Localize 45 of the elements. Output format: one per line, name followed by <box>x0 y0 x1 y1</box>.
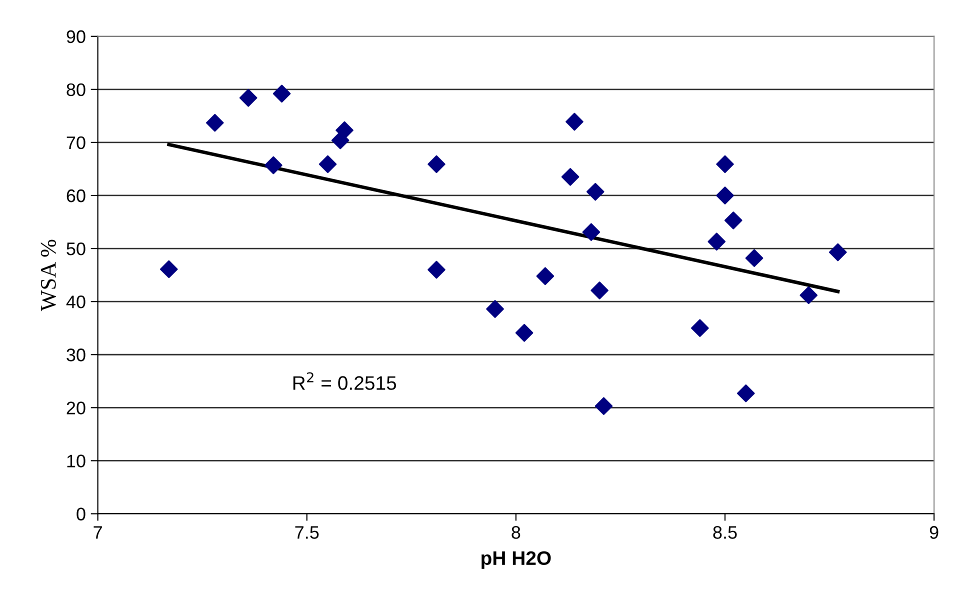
point <box>318 155 337 174</box>
point <box>160 260 178 278</box>
point <box>272 84 291 103</box>
point <box>716 155 734 174</box>
point <box>336 121 354 140</box>
y-tick-label: 70 <box>66 136 86 150</box>
point <box>206 114 224 132</box>
annotation: R$^{2}$ = 0.2515 <box>293 372 396 390</box>
y-tick-label: 40 <box>66 296 86 308</box>
point <box>582 223 600 241</box>
x-tick-label: 7.5 <box>295 526 319 539</box>
y-tick-label: 30 <box>66 348 86 362</box>
point <box>428 260 446 279</box>
y-tick-label: 80 <box>66 83 86 96</box>
x-axis-title: pH H2O <box>482 551 551 569</box>
y-tick-label: 10 <box>67 454 86 468</box>
point <box>716 186 734 204</box>
y-tick-label: 0 <box>76 508 86 520</box>
point <box>561 168 580 186</box>
y-tick-label: 60 <box>66 189 86 202</box>
point <box>590 282 608 300</box>
point <box>566 112 584 131</box>
y-tick-label: 20 <box>66 402 86 414</box>
point <box>536 267 554 286</box>
point <box>428 155 446 174</box>
y-axis-title: WSA % <box>40 240 56 312</box>
y-tick-label: 50 <box>66 242 86 256</box>
point <box>586 182 604 201</box>
point <box>708 232 726 251</box>
point <box>594 397 613 415</box>
point <box>515 324 534 342</box>
point <box>691 319 709 338</box>
point <box>239 88 258 107</box>
point <box>800 286 818 304</box>
point <box>724 212 742 230</box>
point <box>828 243 847 262</box>
point <box>486 300 504 318</box>
y-tick-label: 90 <box>66 30 86 44</box>
point <box>264 156 282 174</box>
x-tick-label: 7 <box>94 526 102 539</box>
x-tick-label: 8 <box>512 526 520 539</box>
point <box>745 249 764 267</box>
x-tick-label: 9 <box>930 526 938 539</box>
x-tick-label: 8.5 <box>713 526 737 539</box>
point <box>737 384 755 402</box>
